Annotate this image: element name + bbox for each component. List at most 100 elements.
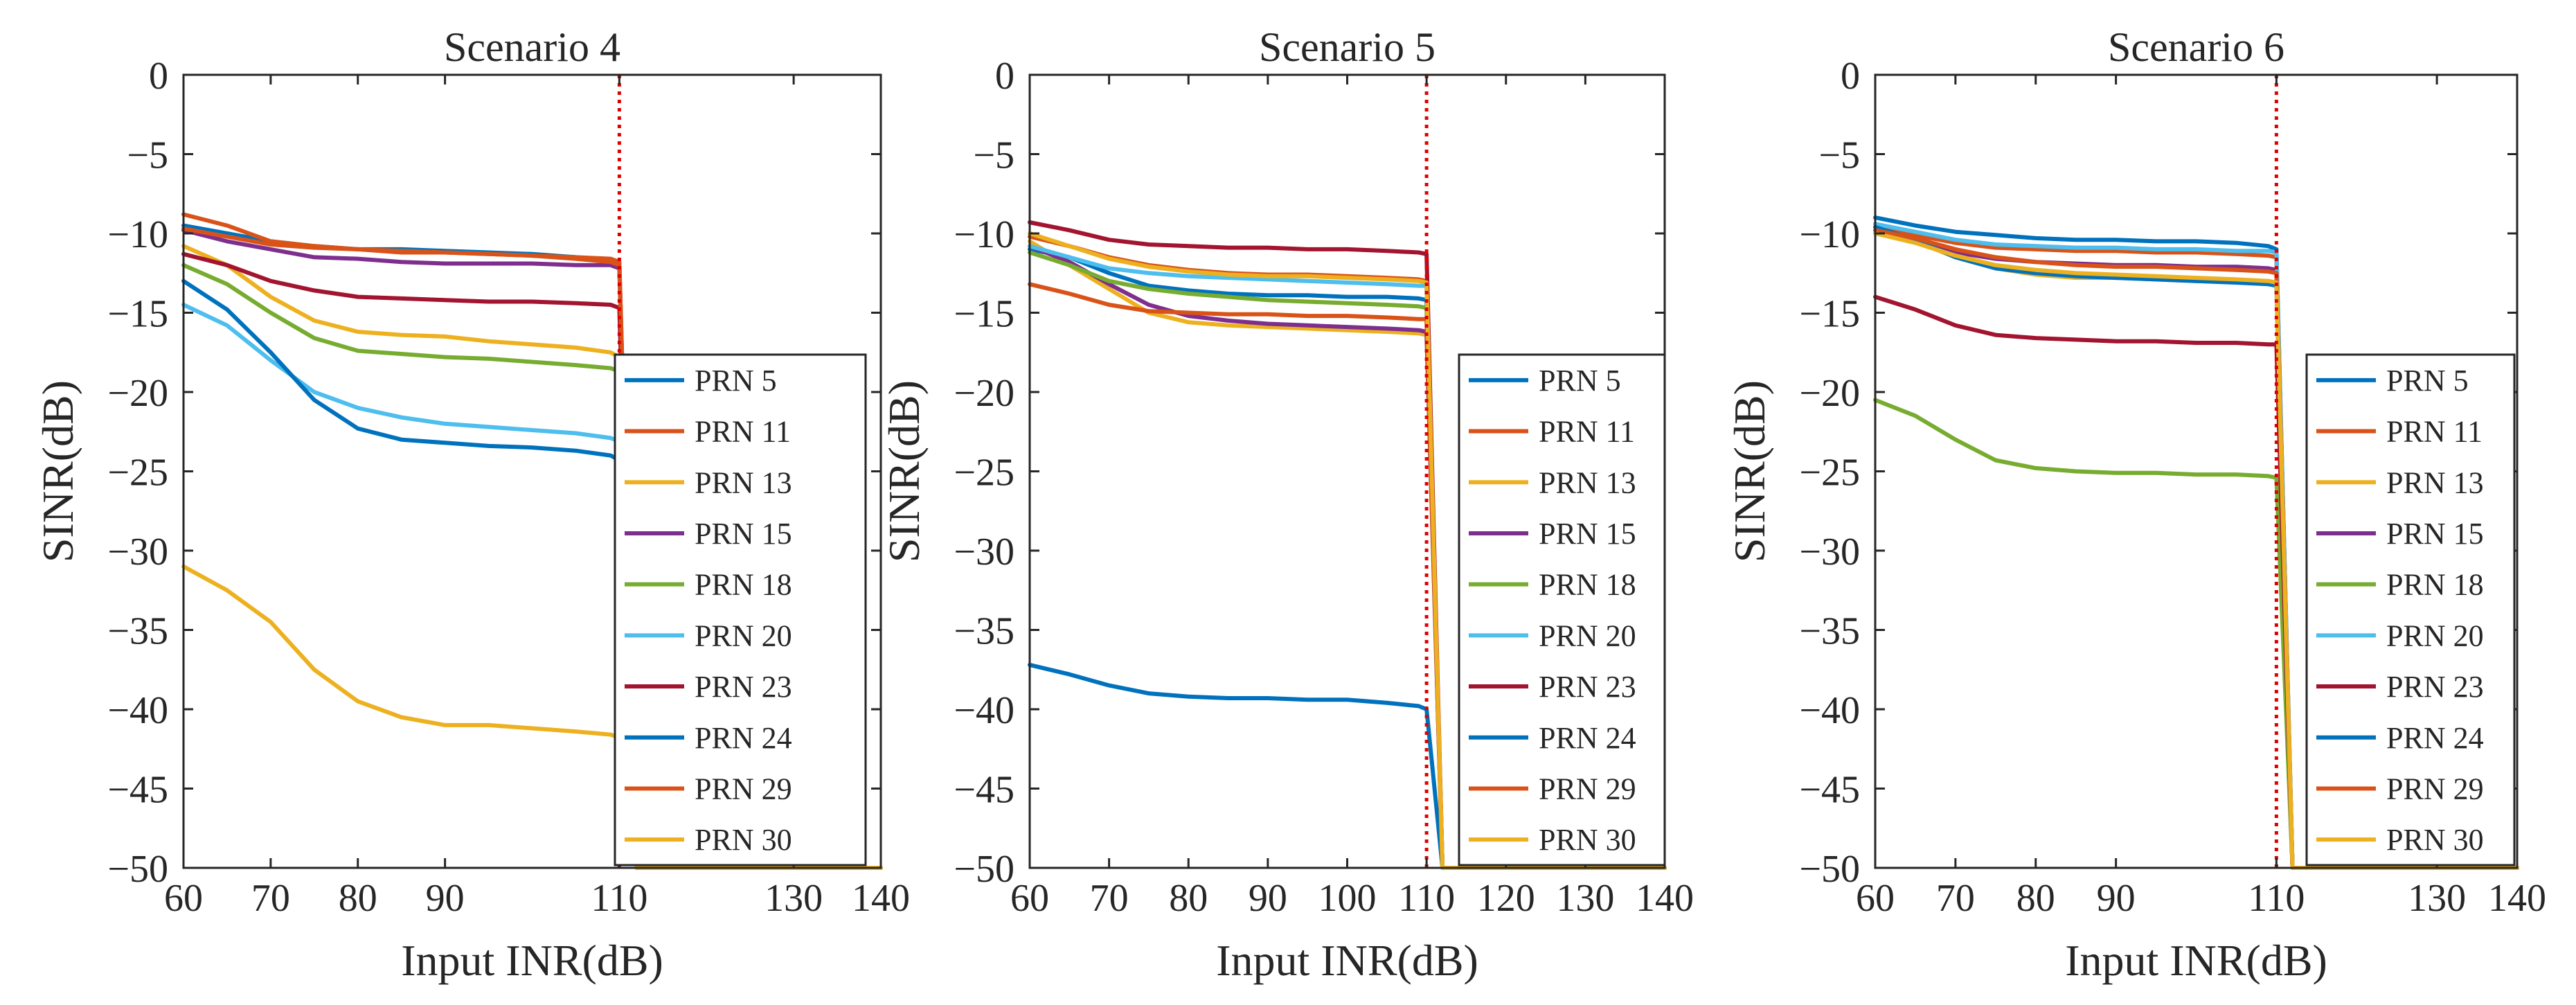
x-axis-label: Input INR(dB) [2065, 936, 2327, 985]
y-tick-label: −30 [954, 531, 1014, 573]
y-tick-label: 0 [995, 55, 1014, 98]
y-axis-label: SINR(dB) [879, 380, 929, 562]
series-line-prn-18 [1873, 398, 2519, 870]
y-tick-label: −30 [107, 531, 168, 573]
y-tick-label: −30 [1799, 531, 1860, 573]
legend-label: PRN 24 [1539, 721, 1636, 755]
x-axis-label: Input INR(dB) [1216, 936, 1478, 985]
y-tick-label: −5 [1818, 134, 1860, 177]
y-tick-label: −25 [107, 452, 168, 495]
legend-box [2305, 353, 2516, 866]
y-tick-label: −15 [954, 293, 1014, 336]
x-tick-label: 130 [1556, 877, 1614, 920]
x-tick-label: 110 [2248, 877, 2305, 920]
legend-label: PRN 30 [695, 823, 792, 857]
y-tick-label: −5 [127, 134, 168, 177]
y-tick-label: −40 [1799, 689, 1860, 732]
legend-label: PRN 30 [2386, 823, 2484, 857]
series-line-prn-29 [181, 226, 883, 870]
legend-label: PRN 24 [695, 721, 792, 755]
y-axis-label: SINR(dB) [1725, 380, 1774, 562]
x-tick-label: 80 [339, 877, 377, 920]
legend: PRN 5 PRN 11 PRN 13 PRN 15 PRN 18 PRN 20 PRN 2… [1458, 353, 1666, 866]
legend-label: PRN 13 [695, 465, 792, 499]
y-tick-label: −50 [1799, 848, 1860, 891]
series-line-prn-30 [1028, 231, 1667, 870]
series-line-prn-23 [181, 251, 883, 870]
y-tick-label: −10 [107, 213, 168, 256]
chart-title: Scenario 4 [444, 24, 620, 70]
x-tick-label: 130 [2408, 877, 2466, 920]
legend: PRN 5 PRN 11 PRN 13 PRN 15 PRN 18 PRN 20 PRN 2… [2305, 353, 2516, 866]
y-tick-label: −45 [107, 769, 168, 812]
legend-label: PRN 23 [695, 670, 792, 704]
y-tick-label: −35 [107, 610, 168, 653]
legend-label: PRN 23 [1539, 670, 1636, 704]
x-tick-label: 70 [251, 877, 290, 920]
y-tick-label: −25 [954, 452, 1014, 495]
series-line-prn-23 [1028, 220, 1667, 870]
legend-label: PRN 5 [2386, 364, 2469, 398]
x-tick-label: 70 [1090, 877, 1129, 920]
legend-label: PRN 29 [695, 772, 792, 806]
series-line-prn-30 [1873, 231, 2519, 870]
legend-label: PRN 30 [1539, 823, 1636, 857]
y-tick-label: −40 [107, 689, 168, 732]
x-tick-label: 90 [2097, 877, 2136, 920]
legend-label: PRN 20 [695, 619, 792, 652]
x-tick-label: 90 [1249, 877, 1287, 920]
y-axis-label: SINR(dB) [33, 380, 82, 562]
legend-box [1458, 353, 1666, 866]
series-line-prn-5 [1873, 215, 2519, 870]
y-tick-label: −35 [954, 610, 1014, 653]
legend: PRN 5 PRN 11 PRN 13 PRN 15 PRN 18 PRN 20 PRN 2… [614, 353, 867, 866]
y-tick-label: 0 [1841, 55, 1860, 98]
y-tick-label: 0 [149, 55, 168, 98]
x-tick-label: 140 [852, 877, 910, 920]
y-tick-label: −5 [973, 134, 1014, 177]
series-line-prn-23 [1873, 294, 2519, 870]
legend-label: PRN 15 [1539, 517, 1636, 551]
legend-box [614, 353, 867, 866]
legend-label: PRN 11 [1539, 415, 1635, 449]
legend-label: PRN 23 [2386, 670, 2484, 704]
chart-title: Scenario 6 [2108, 24, 2284, 70]
legend-label: PRN 20 [1539, 619, 1636, 652]
legend-label: PRN 11 [695, 415, 791, 449]
legend-label: PRN 11 [2386, 415, 2483, 449]
x-tick-label: 130 [764, 877, 823, 920]
x-tick-label: 100 [1318, 877, 1377, 920]
y-tick-label: −50 [107, 848, 168, 891]
x-tick-label: 60 [1856, 877, 1895, 920]
x-tick-label: 80 [2016, 877, 2055, 920]
x-tick-label: 80 [1169, 877, 1208, 920]
y-tick-label: −15 [107, 293, 168, 336]
y-tick-label: −25 [1799, 452, 1860, 495]
legend-label: PRN 18 [1539, 568, 1636, 602]
legend-label: PRN 29 [2386, 772, 2484, 806]
x-tick-label: 140 [2488, 877, 2546, 920]
legend-label: PRN 13 [1539, 465, 1636, 499]
legend-label: PRN 15 [2386, 517, 2484, 551]
y-tick-label: −10 [954, 213, 1014, 256]
legend-label: PRN 18 [2386, 568, 2484, 602]
chart-title: Scenario 5 [1259, 24, 1435, 70]
x-tick-label: 110 [591, 877, 647, 920]
x-tick-label: 120 [1477, 877, 1535, 920]
x-tick-label: 110 [1398, 877, 1455, 920]
legend-label: PRN 15 [695, 517, 792, 551]
y-tick-label: −15 [1799, 293, 1860, 336]
legend-label: PRN 20 [2386, 619, 2484, 652]
y-tick-label: −45 [1799, 769, 1860, 812]
y-tick-label: −40 [954, 689, 1014, 732]
y-tick-label: −10 [1799, 213, 1860, 256]
x-tick-label: 60 [1010, 877, 1049, 920]
y-tick-label: −50 [954, 848, 1014, 891]
legend-label: PRN 18 [695, 568, 792, 602]
legend-label: PRN 5 [695, 364, 777, 398]
legend-label: PRN 5 [1539, 364, 1621, 398]
